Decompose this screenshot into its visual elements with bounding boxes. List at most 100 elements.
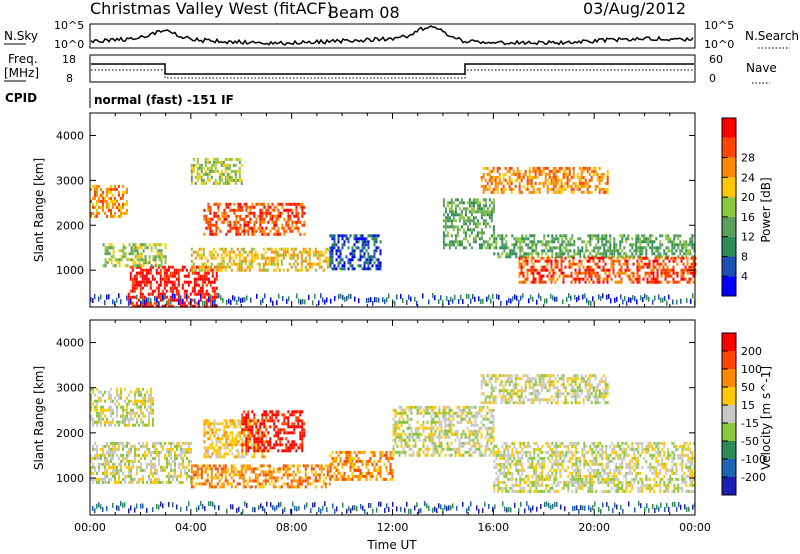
- power-echo-cell: [582, 265, 585, 269]
- power-echo-cell: [268, 262, 271, 266]
- velocity-echo-cell: [138, 387, 140, 391]
- power-echo-cell: [226, 253, 229, 257]
- power-echo-cell: [448, 210, 451, 214]
- power-echo-cell: [240, 268, 243, 272]
- power-echo-cell: [534, 172, 537, 176]
- velocity-echo-cell: [194, 470, 197, 474]
- velocity-echo-cell: [242, 479, 245, 483]
- power-echo-cell: [260, 268, 263, 272]
- velocity-echo-cell: [233, 455, 236, 459]
- velocity-echo-cell: [271, 446, 274, 450]
- velocity-echo-cell: [245, 452, 248, 456]
- velocity-echo-cell: [126, 396, 128, 400]
- power-clutter-cell: [516, 295, 518, 301]
- velocity-echo-cell: [138, 390, 140, 394]
- power-echo-cell: [693, 243, 696, 247]
- power-echo-cell: [448, 240, 451, 244]
- power-echo-cell: [522, 271, 525, 275]
- power-echo-cell: [521, 246, 524, 250]
- power-echo-cell: [159, 280, 162, 284]
- power-echo-cell: [548, 271, 551, 275]
- power-echo-cell: [525, 237, 528, 241]
- power-echo-cell: [484, 204, 487, 208]
- power-echo-cell: [191, 304, 194, 308]
- velocity-echo-cell: [214, 467, 217, 471]
- velocity-echo-cell: [112, 447, 114, 451]
- velocity-echo-cell: [217, 452, 220, 456]
- velocity-echo-cell: [290, 479, 293, 483]
- velocity-echo-cell: [134, 414, 136, 418]
- power-echo-cell: [331, 255, 334, 259]
- velocity-echo-cell: [110, 420, 112, 424]
- power-echo-cell: [283, 232, 286, 236]
- power-echo-cell: [556, 187, 559, 191]
- power-echo-cell: [468, 243, 471, 247]
- power-echo-cell: [355, 234, 358, 238]
- power-echo-cell: [228, 175, 231, 179]
- power-echo-cell: [209, 208, 212, 212]
- velocity-echo-cell: [106, 480, 108, 484]
- power-echo-cell: [659, 240, 662, 244]
- velocity-echo-cell: [140, 411, 142, 415]
- power-echo-cell: [274, 247, 277, 251]
- velocity-echo-cell: [299, 419, 302, 423]
- power-echo-cell: [371, 234, 374, 238]
- power-echo-cell: [110, 199, 112, 203]
- power-echo-cell: [558, 169, 561, 173]
- velocity-echo-cell: [277, 428, 280, 432]
- power-clutter-cell: [166, 300, 168, 306]
- power-echo-cell: [253, 232, 256, 236]
- velocity-echo-cell: [130, 399, 132, 403]
- velocity-echo-cell: [218, 479, 221, 483]
- velocity-echo-cell: [245, 437, 248, 441]
- power-echo-cell: [456, 240, 459, 244]
- cpid-label: CPID: [5, 91, 37, 105]
- power-echo-cell: [200, 163, 203, 167]
- power-echo-cell: [685, 252, 688, 256]
- velocity-echo-cell: [353, 450, 356, 454]
- velocity-echo-cell: [349, 477, 352, 481]
- power-echo-cell: [626, 274, 629, 278]
- power-echo-cell: [574, 277, 577, 281]
- power-echo-cell: [636, 277, 639, 281]
- power-echo-cell: [208, 172, 211, 176]
- power-echo-cell: [588, 166, 591, 170]
- velocity-echo-cell: [130, 465, 132, 469]
- power-colorbar-tick-label: 12: [741, 231, 755, 244]
- power-echo-cell: [520, 190, 523, 194]
- power-echo-cell: [162, 255, 165, 259]
- velocity-echo-cell: [96, 405, 98, 409]
- power-echo-cell: [136, 246, 139, 250]
- velocity-echo-cell: [116, 414, 118, 418]
- velocity-echo-cell: [210, 473, 213, 477]
- velocity-echo-cell: [257, 428, 260, 432]
- power-echo-cell: [554, 256, 557, 260]
- power-echo-cell: [196, 166, 199, 170]
- velocity-echo-cell: [347, 459, 350, 463]
- power-echo-cell: [543, 237, 546, 241]
- power-clutter-cell: [190, 298, 192, 304]
- velocity-echo-cell: [398, 426, 401, 430]
- power-echo-cell: [632, 274, 635, 278]
- velocity-echo-cell: [264, 470, 267, 474]
- power-echo-cell: [203, 292, 206, 296]
- power-echo-cell: [604, 190, 607, 194]
- power-echo-cell: [587, 240, 590, 244]
- power-echo-cell: [452, 243, 455, 247]
- power-echo-cell: [635, 243, 638, 247]
- velocity-echo-cell: [381, 477, 384, 481]
- power-echo-cell: [482, 219, 485, 223]
- velocity-echo-cell: [254, 473, 257, 477]
- power-echo-cell: [518, 271, 521, 275]
- power-echo-cell: [230, 262, 233, 266]
- velocity-echo-cell: [148, 399, 150, 403]
- power-echo-cell: [448, 225, 451, 229]
- velocity-echo-cell: [335, 450, 338, 454]
- velocity-echo-cell: [221, 455, 224, 459]
- power-clutter-cell: [414, 296, 416, 302]
- velocity-echo-cell: [339, 474, 342, 478]
- power-echo-cell: [530, 169, 533, 173]
- velocity-echo-cell: [406, 444, 409, 448]
- power-echo-cell: [448, 201, 451, 205]
- velocity-echo-cell: [253, 422, 256, 426]
